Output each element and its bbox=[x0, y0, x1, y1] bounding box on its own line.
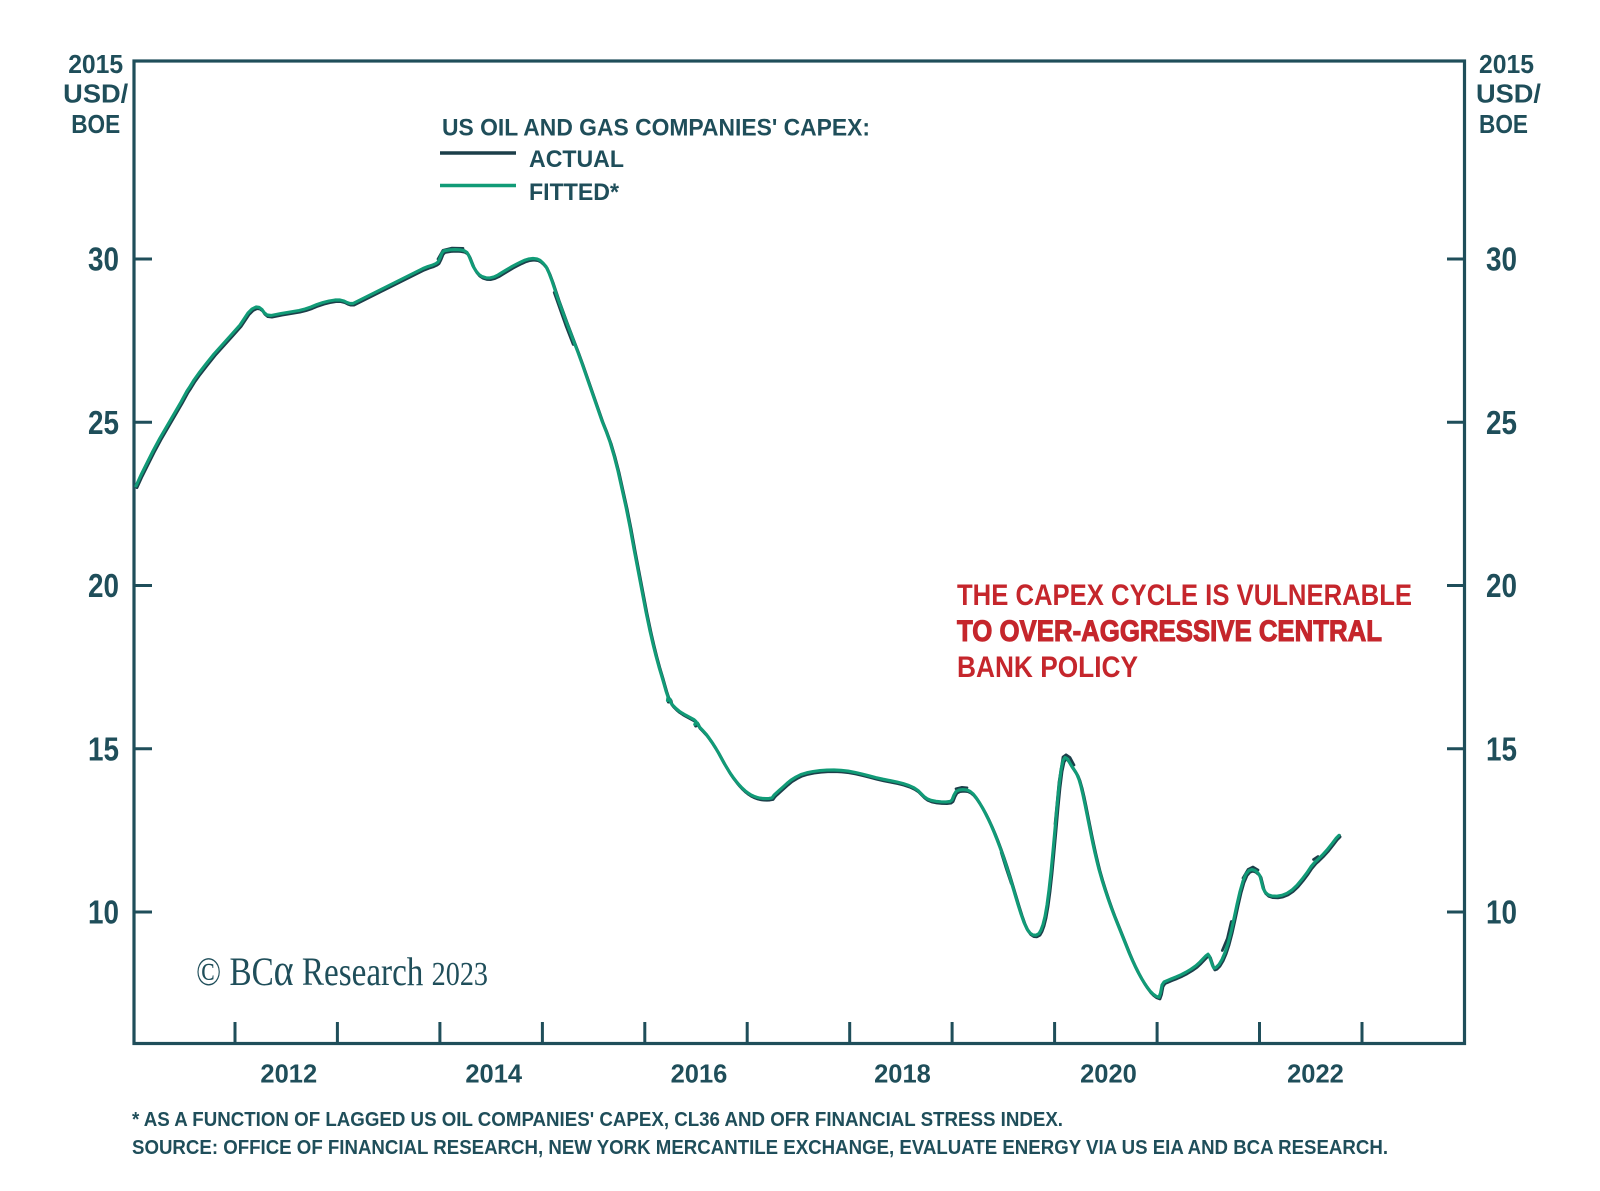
svg-text:20: 20 bbox=[88, 567, 119, 604]
svg-text:BANK POLICY: BANK POLICY bbox=[957, 651, 1138, 684]
svg-text:BOE: BOE bbox=[71, 111, 120, 139]
svg-text:ACTUAL: ACTUAL bbox=[529, 146, 624, 173]
svg-text:25: 25 bbox=[1486, 404, 1517, 441]
svg-text:USD/: USD/ bbox=[1476, 81, 1541, 109]
svg-text:* AS A FUNCTION OF LAGGED US O: * AS A FUNCTION OF LAGGED US OIL COMPANI… bbox=[132, 1108, 1063, 1131]
svg-text:2015: 2015 bbox=[1479, 51, 1534, 79]
svg-text:2012: 2012 bbox=[260, 1061, 317, 1089]
svg-text:30: 30 bbox=[88, 241, 119, 278]
svg-text:FITTED*: FITTED* bbox=[529, 179, 620, 206]
svg-text:15: 15 bbox=[88, 730, 119, 767]
svg-text:TO OVER-AGGRESSIVE CENTRAL: TO OVER-AGGRESSIVE CENTRAL bbox=[957, 615, 1382, 648]
svg-text:2018: 2018 bbox=[874, 1061, 931, 1089]
svg-text:2015: 2015 bbox=[68, 51, 123, 79]
svg-text:2014: 2014 bbox=[465, 1061, 523, 1089]
svg-text:USD/: USD/ bbox=[63, 81, 128, 109]
svg-text:25: 25 bbox=[88, 404, 119, 441]
svg-text:BOE: BOE bbox=[1479, 111, 1528, 139]
svg-text:2022: 2022 bbox=[1287, 1061, 1344, 1089]
svg-text:10: 10 bbox=[88, 894, 119, 931]
svg-text:US OIL AND GAS COMPANIES' CAPE: US OIL AND GAS COMPANIES' CAPEX: bbox=[442, 115, 870, 142]
svg-text:SOURCE: OFFICE OF FINANCIAL RE: SOURCE: OFFICE OF FINANCIAL RESEARCH, NE… bbox=[132, 1136, 1388, 1159]
svg-text:20: 20 bbox=[1486, 567, 1517, 604]
svg-text:15: 15 bbox=[1486, 730, 1517, 767]
svg-text:2020: 2020 bbox=[1080, 1061, 1137, 1089]
svg-text:THE CAPEX CYCLE IS VULNERABLE: THE CAPEX CYCLE IS VULNERABLE bbox=[957, 579, 1412, 612]
svg-text:2016: 2016 bbox=[671, 1061, 728, 1089]
svg-text:30: 30 bbox=[1486, 241, 1517, 278]
svg-text:10: 10 bbox=[1486, 894, 1517, 931]
